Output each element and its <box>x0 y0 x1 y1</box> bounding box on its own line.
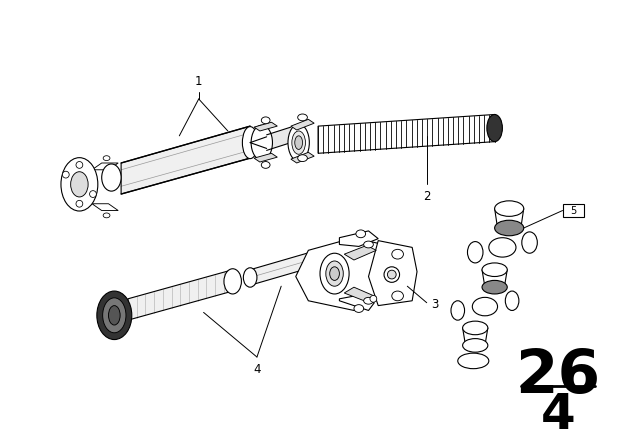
Ellipse shape <box>451 301 465 320</box>
Ellipse shape <box>482 263 508 276</box>
Polygon shape <box>291 119 314 130</box>
Ellipse shape <box>90 191 97 198</box>
Ellipse shape <box>224 269 241 294</box>
Text: 26: 26 <box>515 347 600 406</box>
Polygon shape <box>369 241 417 306</box>
Ellipse shape <box>103 156 110 160</box>
Polygon shape <box>318 115 495 153</box>
Ellipse shape <box>387 270 396 279</box>
Polygon shape <box>92 163 118 170</box>
Ellipse shape <box>61 158 98 211</box>
Ellipse shape <box>392 250 403 259</box>
Ellipse shape <box>330 267 339 280</box>
Polygon shape <box>482 270 508 287</box>
Ellipse shape <box>522 232 538 253</box>
Ellipse shape <box>326 261 343 286</box>
Ellipse shape <box>482 280 508 294</box>
Ellipse shape <box>384 267 399 282</box>
Ellipse shape <box>103 213 110 218</box>
Polygon shape <box>291 152 314 163</box>
Ellipse shape <box>356 230 365 238</box>
Ellipse shape <box>495 201 524 216</box>
Ellipse shape <box>288 124 309 161</box>
Ellipse shape <box>243 268 257 287</box>
Polygon shape <box>495 209 524 228</box>
Ellipse shape <box>243 127 258 159</box>
Polygon shape <box>254 122 277 131</box>
Ellipse shape <box>70 172 88 197</box>
Ellipse shape <box>298 155 307 162</box>
Text: 5: 5 <box>570 206 577 215</box>
Ellipse shape <box>487 115 502 142</box>
Ellipse shape <box>251 125 273 160</box>
Ellipse shape <box>295 136 303 150</box>
Text: 1: 1 <box>195 75 202 88</box>
Polygon shape <box>344 246 376 260</box>
Bar <box>563 204 584 217</box>
Ellipse shape <box>76 162 83 168</box>
Ellipse shape <box>467 241 483 263</box>
Ellipse shape <box>76 200 83 207</box>
Polygon shape <box>267 127 291 151</box>
Polygon shape <box>344 287 376 302</box>
Ellipse shape <box>463 339 488 352</box>
Ellipse shape <box>392 291 403 301</box>
Ellipse shape <box>109 306 120 325</box>
Polygon shape <box>128 270 233 320</box>
Ellipse shape <box>364 241 373 248</box>
Polygon shape <box>250 252 310 285</box>
Ellipse shape <box>102 164 121 191</box>
Ellipse shape <box>354 305 364 312</box>
Polygon shape <box>92 204 118 211</box>
Ellipse shape <box>463 321 488 335</box>
Polygon shape <box>463 328 488 345</box>
Ellipse shape <box>489 238 516 257</box>
Ellipse shape <box>261 162 270 168</box>
Ellipse shape <box>506 291 519 310</box>
Ellipse shape <box>320 253 349 294</box>
Text: 3: 3 <box>431 298 439 311</box>
Ellipse shape <box>298 114 307 121</box>
Ellipse shape <box>458 353 489 369</box>
Ellipse shape <box>370 295 377 302</box>
Ellipse shape <box>102 298 126 333</box>
Text: 4: 4 <box>540 391 575 439</box>
Polygon shape <box>339 296 374 310</box>
Ellipse shape <box>364 297 373 304</box>
Text: 2: 2 <box>423 190 431 203</box>
Ellipse shape <box>63 171 69 178</box>
Ellipse shape <box>97 291 132 340</box>
Polygon shape <box>296 238 393 310</box>
Polygon shape <box>121 126 250 194</box>
Polygon shape <box>254 153 277 162</box>
Text: 4: 4 <box>253 363 260 376</box>
Ellipse shape <box>261 117 270 124</box>
Ellipse shape <box>495 220 524 236</box>
Ellipse shape <box>472 297 497 316</box>
Ellipse shape <box>292 131 305 154</box>
Polygon shape <box>339 231 378 246</box>
